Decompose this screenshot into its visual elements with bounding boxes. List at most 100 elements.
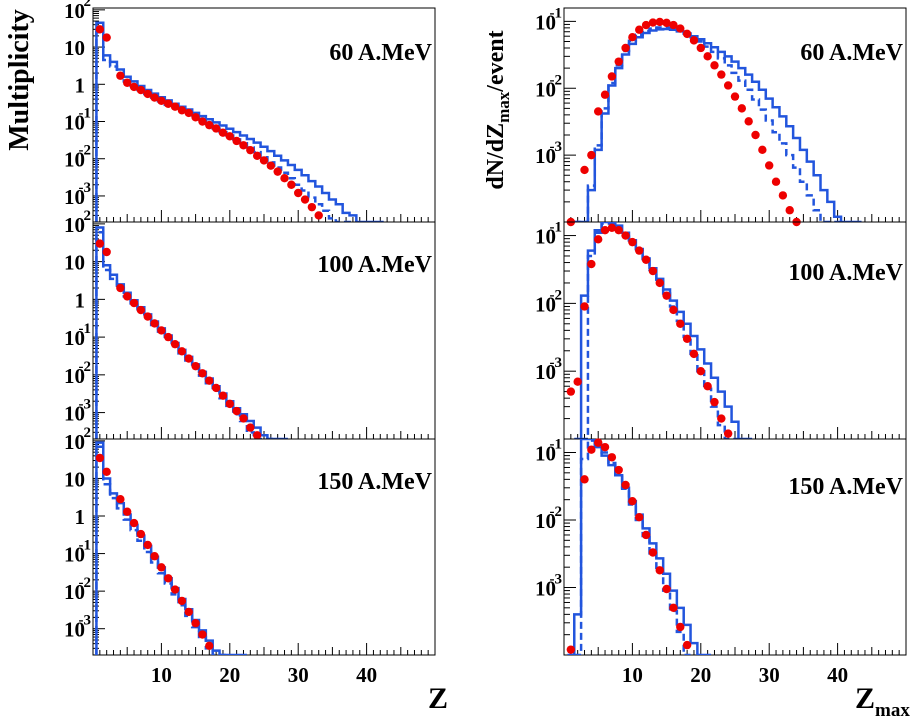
data-point <box>177 347 187 356</box>
y-tick-label: 1 <box>75 73 86 97</box>
data-point <box>287 180 296 189</box>
y-tick-label: 10 <box>64 430 85 454</box>
y-tick-exponent: -1 <box>550 5 563 21</box>
data-point <box>170 339 180 349</box>
y-tick-label: 10 <box>64 364 85 388</box>
energy-label: 60 A.MeV <box>329 40 432 66</box>
data-point <box>676 622 685 632</box>
y-tick-exponent: -3 <box>550 572 563 588</box>
data-point <box>600 90 610 99</box>
x-tick-label: 30 <box>759 663 780 687</box>
y-tick-exponent: -2 <box>79 143 92 159</box>
data-point <box>566 645 576 654</box>
data-point <box>641 20 651 30</box>
data-point <box>621 43 630 53</box>
data-point <box>143 540 152 550</box>
y-tick-label: 10 <box>64 326 85 350</box>
data-point <box>143 312 152 321</box>
y-tick-label: 10 <box>535 577 556 601</box>
y-tick-label: 10 <box>535 77 556 101</box>
data-point <box>621 231 630 240</box>
y-tick-exponent: -3 <box>550 139 563 155</box>
series-solid-line <box>574 27 862 222</box>
series-solid-line <box>95 441 247 655</box>
data-point <box>184 354 193 363</box>
data-point <box>641 255 651 264</box>
data-point <box>778 191 788 200</box>
data-point <box>102 467 111 477</box>
data-point <box>635 513 644 522</box>
data-point <box>129 82 139 92</box>
data-point <box>95 239 105 248</box>
data-point <box>157 563 166 572</box>
data-point <box>594 438 603 447</box>
y-tick-exponent: -3 <box>79 397 92 413</box>
y-tick-label: 10 <box>64 185 85 209</box>
y-tick-label: 1 <box>75 505 86 529</box>
data-point <box>785 206 794 215</box>
data-point <box>744 117 753 126</box>
data-point <box>300 195 310 204</box>
data-point <box>600 442 610 452</box>
data-point <box>723 81 733 90</box>
y-tick-exponent: -2 <box>79 359 92 375</box>
y-tick-label: 10 <box>535 10 556 34</box>
series-dashed-line <box>574 439 691 655</box>
data-point <box>177 106 187 115</box>
y-tick-label: 10 <box>64 543 85 567</box>
data-point <box>191 361 200 371</box>
data-point <box>150 93 159 102</box>
data-point <box>703 382 712 391</box>
data-point <box>225 132 234 141</box>
data-point <box>205 120 214 130</box>
data-point <box>662 584 671 594</box>
data-point <box>669 603 678 613</box>
data-point <box>218 391 228 400</box>
data-point <box>723 429 733 438</box>
data-point <box>266 161 276 170</box>
data-point <box>191 113 200 122</box>
data-point <box>696 43 705 53</box>
data-point <box>314 211 323 220</box>
data-point <box>676 24 685 33</box>
data-point <box>143 89 152 99</box>
data-point <box>157 96 166 106</box>
data-point <box>198 369 207 378</box>
data-point <box>252 151 262 160</box>
data-point <box>730 92 740 101</box>
data-point <box>157 326 166 335</box>
data-point <box>136 529 146 539</box>
data-point <box>682 334 692 344</box>
data-point <box>655 278 664 288</box>
data-point <box>628 237 637 247</box>
data-point <box>662 18 671 28</box>
series-solid-line <box>574 222 753 439</box>
energy-label: 150 A.MeV <box>317 469 432 495</box>
y-tick-label: 10 <box>64 213 85 237</box>
series-dashed-line <box>95 231 275 439</box>
y-tick-label: 10 <box>535 292 556 316</box>
data-point <box>205 641 214 651</box>
data-point <box>136 305 146 315</box>
y-tick-label: 10 <box>535 509 556 533</box>
data-point <box>607 223 617 233</box>
data-point <box>587 445 596 454</box>
data-point <box>218 128 228 137</box>
data-point <box>184 607 193 617</box>
data-point <box>273 167 282 176</box>
data-point <box>580 165 589 175</box>
data-point <box>198 630 207 639</box>
y-tick-exponent: 2 <box>84 208 92 224</box>
data-point <box>655 17 664 27</box>
data-point <box>129 298 139 308</box>
y-tick-exponent: -3 <box>79 613 92 629</box>
y-tick-exponent: -1 <box>550 220 563 236</box>
plot-frame <box>563 221 907 440</box>
data-point <box>621 480 630 490</box>
x-axis-label: Z <box>428 682 448 715</box>
y-tick-label: 10 <box>535 225 556 249</box>
data-point <box>116 495 125 504</box>
